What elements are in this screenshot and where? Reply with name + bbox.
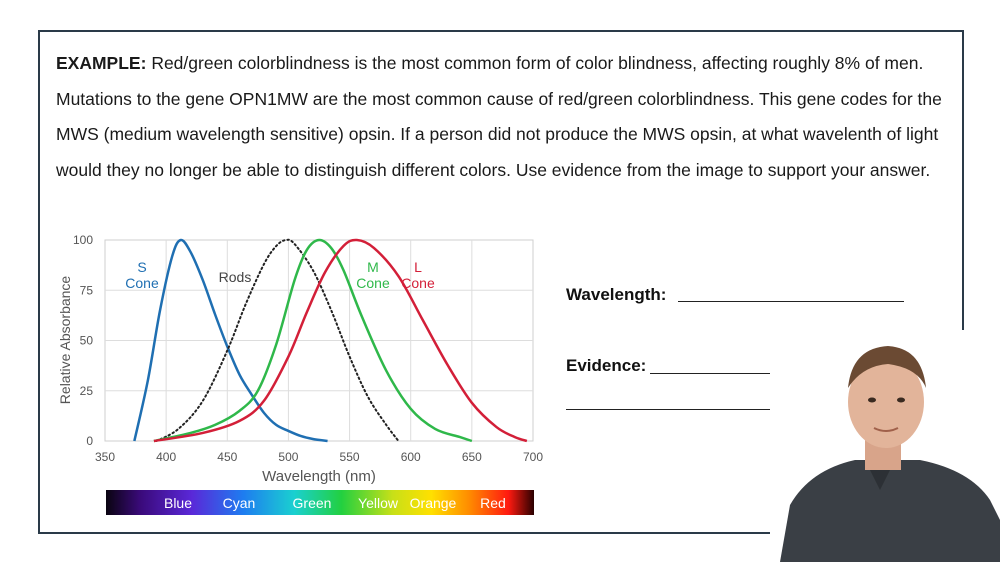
chart-curves — [133, 238, 528, 443]
curve-label-m-cone: M — [367, 259, 379, 275]
curve-l-cone — [153, 238, 528, 443]
curve-label-rods: Rods — [219, 269, 252, 285]
y-tick-label: 75 — [80, 283, 94, 297]
color-spectrum-bar — [106, 490, 534, 515]
x-tick-label: 450 — [217, 450, 237, 464]
x-tick-label: 400 — [156, 450, 176, 464]
y-tick-label: 0 — [86, 434, 93, 448]
x-tick-label: 600 — [401, 450, 421, 464]
x-axis-label: Wavelength (nm) — [262, 468, 376, 485]
curve-label-s-cone: Cone — [125, 275, 159, 291]
curve-m-cone — [153, 238, 473, 443]
question-text: EXAMPLE: Red/green colorblindness is the… — [56, 46, 956, 188]
color-bar-label: Blue — [164, 495, 192, 511]
color-bar-label: Green — [293, 495, 332, 511]
curve-label-l-cone: L — [414, 259, 422, 275]
x-tick-label: 650 — [462, 450, 482, 464]
x-tick-label: 550 — [340, 450, 360, 464]
curve-label-s-cone: S — [137, 259, 146, 275]
curve-rods — [155, 238, 400, 442]
y-axis-label: Relative Absorbance — [57, 276, 73, 405]
presenter-video — [770, 330, 1000, 562]
wavelength-answer-line[interactable] — [678, 301, 904, 302]
color-bar-label: Yellow — [358, 495, 399, 511]
x-tick-label: 700 — [523, 450, 543, 464]
question-label: EXAMPLE: — [56, 53, 147, 73]
y-tick-label: 50 — [80, 334, 94, 348]
question-body: Red/green colorblindness is the most com… — [56, 53, 942, 180]
x-tick-label: 500 — [278, 450, 298, 464]
curve-label-m-cone: Cone — [356, 275, 390, 291]
color-bar-label: Orange — [410, 495, 457, 511]
curve-s-cone — [133, 238, 328, 443]
x-tick-label: 350 — [95, 450, 115, 464]
evidence-label: Evidence: — [566, 356, 647, 375]
color-spectrum-labels: Blue Cyan Green Yellow Orange Red — [164, 495, 506, 511]
wavelength-label: Wavelength: — [566, 285, 667, 304]
y-tick-label: 25 — [80, 384, 94, 398]
y-tick-label: 100 — [73, 233, 93, 247]
color-bar-label: Red — [480, 495, 506, 511]
curve-label-l-cone: Cone — [401, 275, 435, 291]
evidence-answer-line-2[interactable] — [566, 409, 904, 410]
chart-ticks: 350 400 450 500 550 600 650 700 0 25 50 75 100 — [73, 233, 543, 464]
color-bar-label: Cyan — [223, 495, 256, 511]
